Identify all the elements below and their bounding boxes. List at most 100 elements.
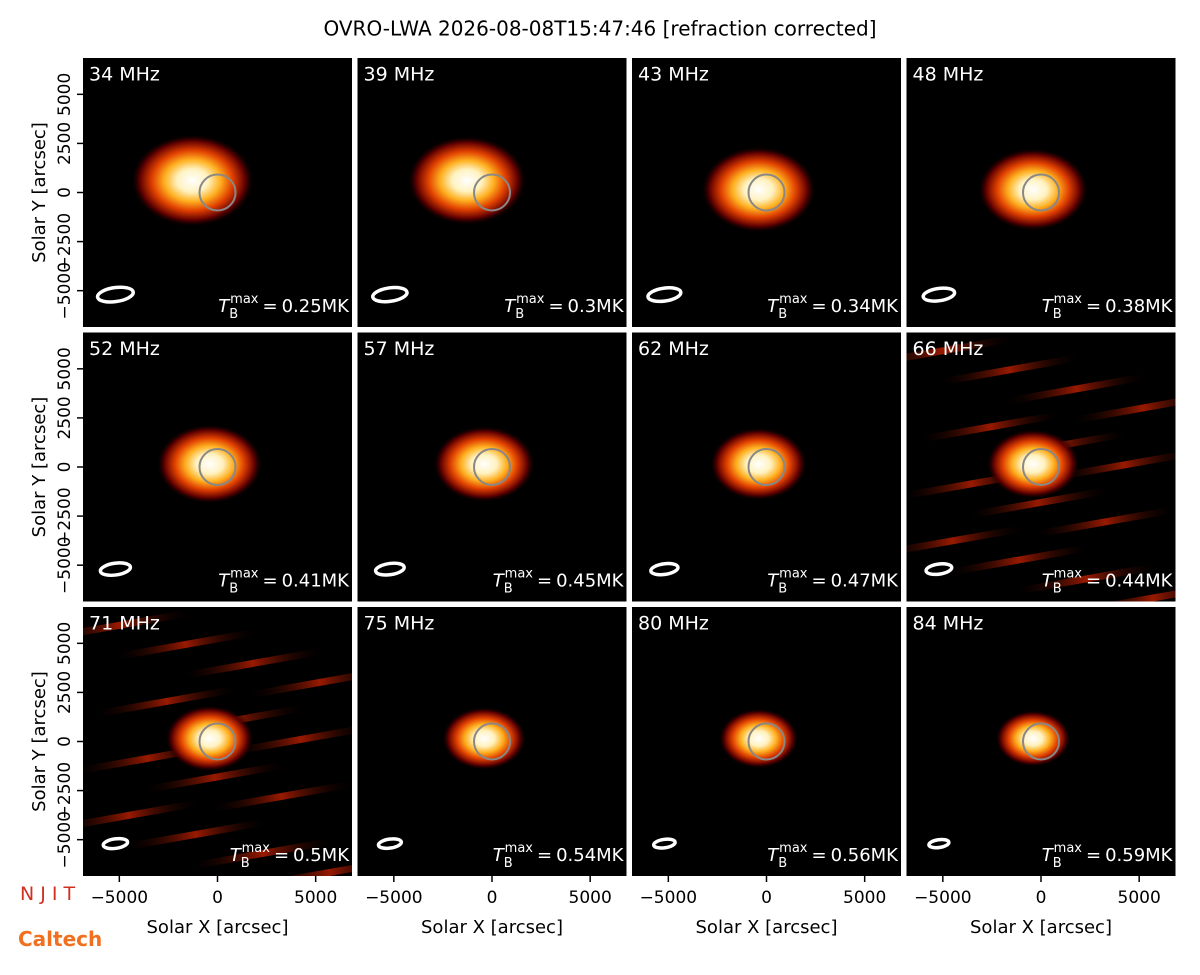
x-tick-label: 0 — [1036, 888, 1047, 908]
x-tick-label: 0 — [212, 888, 223, 908]
tmax-sup: max — [230, 292, 259, 307]
tmax-symbol: T — [1042, 296, 1055, 317]
tmax-sup: max — [242, 841, 271, 856]
tmax-sub: B — [1053, 581, 1062, 596]
solar-disk — [198, 173, 237, 212]
tmax-value: 0.45MK — [556, 571, 625, 592]
streak — [916, 410, 1065, 443]
radio-source — [700, 146, 817, 233]
solar-disk — [747, 448, 786, 486]
tmax-value: 0.5MK — [293, 845, 350, 866]
tmax-eq: = — [548, 296, 563, 317]
beam — [927, 837, 951, 850]
solar-disk — [747, 722, 786, 761]
radio-source — [709, 427, 808, 501]
streak — [245, 666, 352, 699]
tmax-sub: B — [778, 581, 787, 596]
y-axis-label: Solar Y [arcsec] — [29, 397, 50, 538]
solar-disk — [1022, 448, 1060, 486]
tmax-label: TBmax = 0.45MK — [493, 566, 625, 596]
x-axis-label: Solar X [arcsec] — [421, 917, 563, 938]
logo-njit: N J I T — [20, 883, 76, 905]
streak — [121, 818, 270, 851]
radio-source — [995, 710, 1071, 767]
y-axis-label: Solar Y [arcsec] — [29, 671, 50, 812]
y-tick-label: 5000 — [55, 73, 75, 116]
frequency-label: 84 MHz — [913, 613, 984, 635]
tmax-eq: = — [274, 845, 289, 866]
frequency-label: 75 MHz — [364, 613, 435, 635]
y-tick-label: 2500 — [55, 671, 75, 714]
frequency-label: 52 MHz — [89, 338, 160, 360]
tmax-symbol: T — [230, 845, 243, 866]
x-tick-label: −5000 — [365, 888, 423, 908]
panel — [83, 332, 352, 602]
streak — [92, 685, 241, 718]
tmax-eq: = — [1086, 845, 1101, 866]
panel — [357, 58, 627, 327]
tmax-label: TBmax = 0.44MK — [1042, 566, 1174, 596]
tmax-symbol: T — [493, 845, 506, 866]
x-tick-label: 5000 — [843, 888, 886, 908]
streak — [1050, 448, 1176, 481]
solar-disk — [1022, 173, 1060, 212]
tmax-sup: max — [505, 841, 534, 856]
solar-disk — [473, 173, 511, 212]
frequency-label: 62 MHz — [638, 338, 709, 360]
tmax-symbol: T — [218, 296, 231, 317]
streak — [964, 486, 1113, 519]
radio-source — [156, 424, 263, 504]
tmax-sub: B — [504, 581, 513, 596]
streak — [906, 334, 1017, 367]
tmax-symbol: T — [767, 845, 780, 866]
solar-disk — [198, 448, 237, 486]
streak — [83, 609, 193, 642]
tmax-eq: = — [811, 845, 826, 866]
figure-title: OVRO-LWA 2026-08-08T15:47:46 [refraction… — [323, 17, 876, 41]
panel — [906, 332, 1176, 602]
streak — [226, 723, 352, 756]
tmax-eq: = — [1086, 571, 1101, 592]
frequency-label: 57 MHz — [364, 338, 435, 360]
tmax-sup: max — [230, 566, 259, 581]
beam — [101, 836, 130, 851]
solar-disk — [747, 173, 786, 212]
tmax-eq: = — [811, 296, 826, 317]
tmax-sub: B — [504, 856, 513, 871]
frequency-label: 34 MHz — [89, 64, 160, 86]
y-tick-label: −2500 — [55, 213, 75, 271]
tmax-value: 0.59MK — [1105, 845, 1174, 866]
frequency-label: 66 MHz — [913, 338, 984, 360]
frequency-label: 43 MHz — [638, 64, 709, 86]
y-tick-label: −5000 — [55, 536, 75, 594]
streak — [906, 524, 1027, 557]
tmax-label: TBmax = 0.25MK — [218, 292, 350, 322]
panel — [632, 58, 901, 327]
tmax-label: TBmax = 0.5MK — [230, 841, 351, 871]
panel — [906, 607, 1176, 876]
panel — [906, 58, 1176, 327]
x-tick-label: −5000 — [91, 888, 149, 908]
tmax-eq: = — [537, 571, 552, 592]
tmax-sup: max — [505, 566, 534, 581]
tmax-sub: B — [229, 307, 238, 322]
x-tick-label: 5000 — [569, 888, 612, 908]
tmax-sup: max — [1054, 292, 1083, 307]
tmax-symbol: T — [767, 296, 780, 317]
panel — [357, 607, 627, 876]
y-tick-label: 0 — [55, 462, 75, 473]
tmax-symbol: T — [767, 571, 780, 592]
tmax-sub: B — [778, 307, 787, 322]
beam — [924, 562, 954, 577]
streak — [83, 799, 203, 832]
tmax-label: TBmax = 0.34MK — [767, 292, 899, 322]
radio-source — [165, 705, 254, 772]
beam — [373, 561, 406, 577]
streak — [140, 761, 289, 794]
tmax-sup: max — [779, 292, 808, 307]
x-tick-label: 5000 — [1118, 888, 1161, 908]
tmax-value: 0.34MK — [831, 296, 900, 317]
tmax-label: TBmax = 0.3MK — [504, 292, 625, 322]
tmax-label: TBmax = 0.41MK — [218, 566, 350, 596]
tmax-sup: max — [516, 292, 545, 307]
